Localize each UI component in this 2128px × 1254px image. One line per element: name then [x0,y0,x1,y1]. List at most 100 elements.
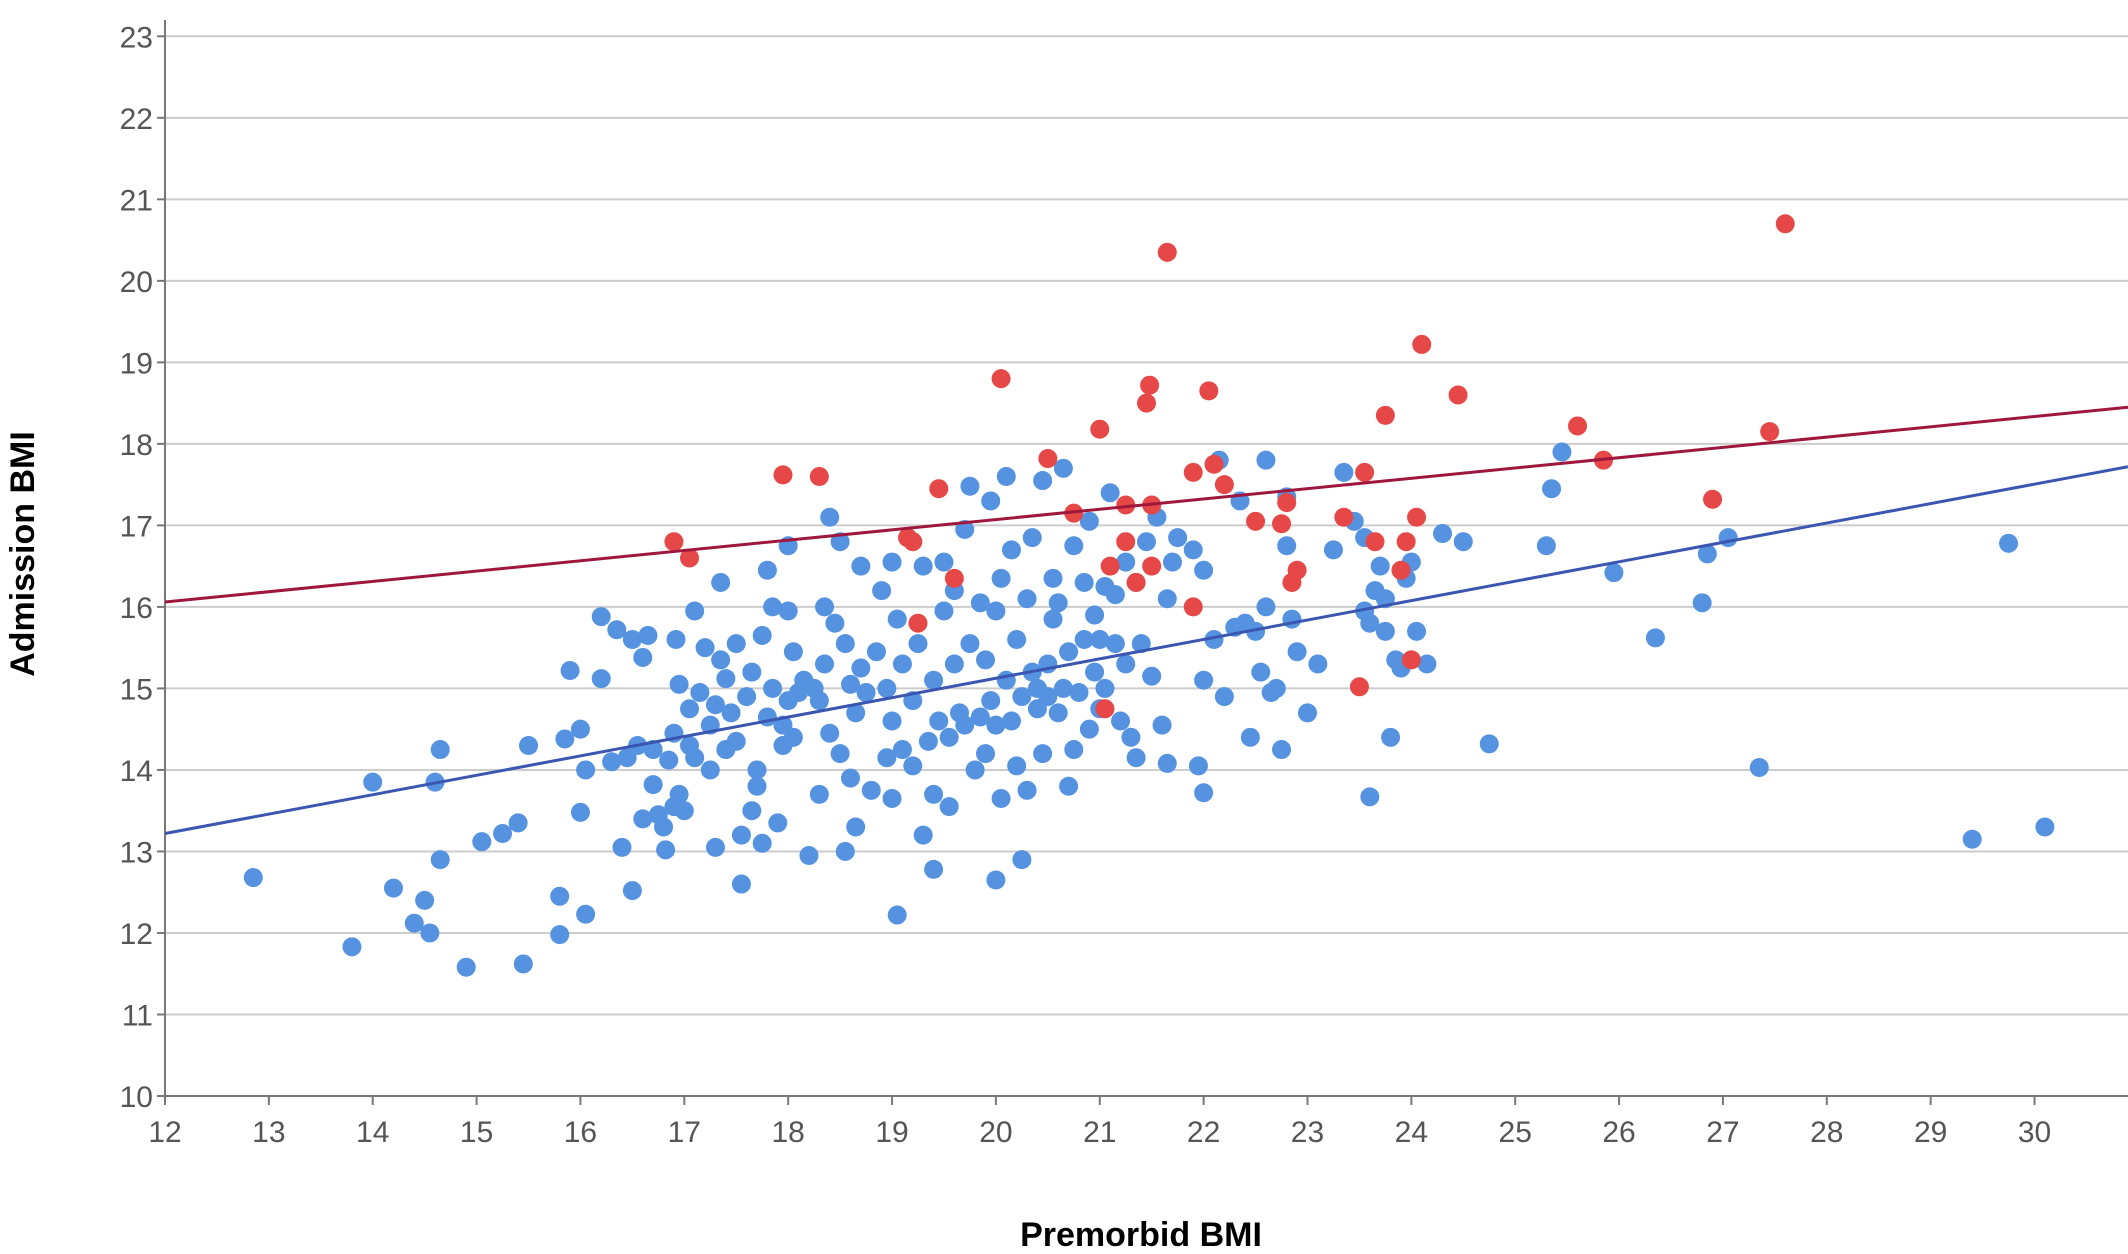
blue-data-point [1645,628,1665,648]
y-tick-label: 17 [120,510,153,543]
blue-data-point [731,825,751,845]
blue-data-point [976,744,996,764]
red-data-point [1183,597,1203,617]
blue-data-point [742,801,762,821]
blue-data-point [243,868,263,888]
x-tick-label: 25 [1499,1116,1532,1149]
blue-data-point [607,620,627,640]
blue-data-point [1017,780,1037,800]
blue-data-point [1157,589,1177,609]
red-data-point [944,568,964,588]
red-data-point [773,465,793,485]
blue-data-point [960,634,980,654]
blue-data-point [656,840,676,860]
blue-data-point [363,772,383,792]
blue-data-point [747,760,767,780]
blue-data-point [924,859,944,879]
red-data-point [1126,572,1146,592]
blue-data-point [1479,734,1499,754]
blue-data-point [913,825,933,845]
blue-data-point [996,466,1016,486]
blue-data-point [737,687,757,707]
blue-data-point [1194,783,1214,803]
blue-data-point [939,727,959,747]
y-tick-label: 11 [122,999,153,1032]
x-tick-label: 17 [668,1116,701,1149]
blue-data-point [1001,711,1021,731]
blue-data-point [1033,744,1053,764]
red-data-point [1775,214,1795,234]
blue-data-point [669,674,689,694]
axes [157,20,2128,1105]
blue-data-point [877,748,897,768]
blue-data-point [622,881,642,901]
red-data-point [1703,489,1723,509]
x-tick-label: 28 [1810,1116,1843,1149]
blue-data-point [1085,662,1105,682]
blue-data-point [1272,740,1292,760]
blue-data-point [550,925,570,945]
blue-data-point [851,658,871,678]
blue-data-point [1048,593,1068,613]
blue-data-point [654,817,674,837]
blue-data-point [1105,634,1125,654]
blue-data-point [991,788,1011,808]
blue-data-point [892,740,912,760]
blue-data-point [1069,683,1089,702]
blue-data-point [856,683,876,702]
blue-data-point [825,613,845,633]
blue-data-point [591,669,611,689]
blue-data-point [1007,756,1027,776]
blue-data-point [742,662,762,682]
blue-data-point [991,568,1011,588]
blue-data-point [763,678,783,698]
red-data-point [1100,556,1120,576]
blue-data-point [1188,756,1208,776]
x-tick-label: 18 [771,1116,804,1149]
grid-lines [165,35,2128,1016]
blue-data-point [1121,727,1141,747]
blue-data-point [1142,666,1162,686]
blue-data-point [456,957,476,977]
x-tick-label: 16 [564,1116,597,1149]
data-points [243,214,2055,977]
red-data-point [991,369,1011,389]
blue-data-point [752,833,772,853]
blue-data-point [981,691,1001,711]
y-tick-label: 22 [120,103,153,136]
red-data-point [1095,699,1115,719]
red-data-point [1272,514,1292,534]
blue-data-point [1256,597,1276,617]
y-tick-label: 16 [120,592,153,625]
blue-data-point [877,678,897,698]
blue-data-point [1059,642,1079,662]
blue-data-point [1095,678,1115,698]
blue-fit-line [164,465,2128,835]
blue-data-point [872,581,892,601]
blue-data-point [986,601,1006,621]
blue-data-point [1152,715,1172,735]
y-tick-label: 19 [120,347,153,380]
blue-data-point [752,625,772,645]
blue-data-point [726,731,746,751]
red-data-point [1391,560,1411,580]
blue-data-point [1090,630,1110,650]
blue-data-point [882,711,902,731]
red-data-point [1355,462,1375,482]
blue-data-point [939,797,959,817]
blue-data-point [924,784,944,804]
blue-data-point [2035,817,2055,837]
x-tick-label: 14 [356,1116,389,1149]
x-tick-label: 30 [2018,1116,2051,1149]
blue-data-point [882,788,902,808]
blue-data-point [846,703,866,723]
blue-data-point [783,642,803,662]
red-data-point [809,466,829,486]
blue-data-point [1360,613,1380,633]
x-tick-label: 12 [148,1116,181,1149]
x-tick-label: 15 [460,1116,493,1149]
y-tick-label: 15 [120,673,153,706]
y-tick-label: 23 [120,21,153,54]
red-data-point [1142,556,1162,576]
blue-data-point [342,937,362,957]
